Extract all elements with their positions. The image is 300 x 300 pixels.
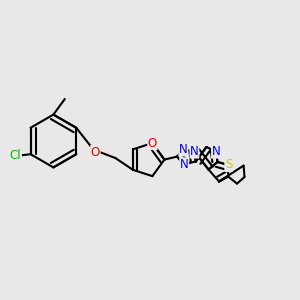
Text: Cl: Cl (10, 149, 21, 162)
Text: O: O (148, 136, 157, 150)
Text: S: S (225, 158, 232, 172)
Text: N: N (212, 145, 220, 158)
Text: N: N (190, 145, 199, 158)
Text: O: O (91, 146, 100, 159)
Text: N: N (180, 158, 189, 171)
Text: N: N (179, 143, 188, 156)
